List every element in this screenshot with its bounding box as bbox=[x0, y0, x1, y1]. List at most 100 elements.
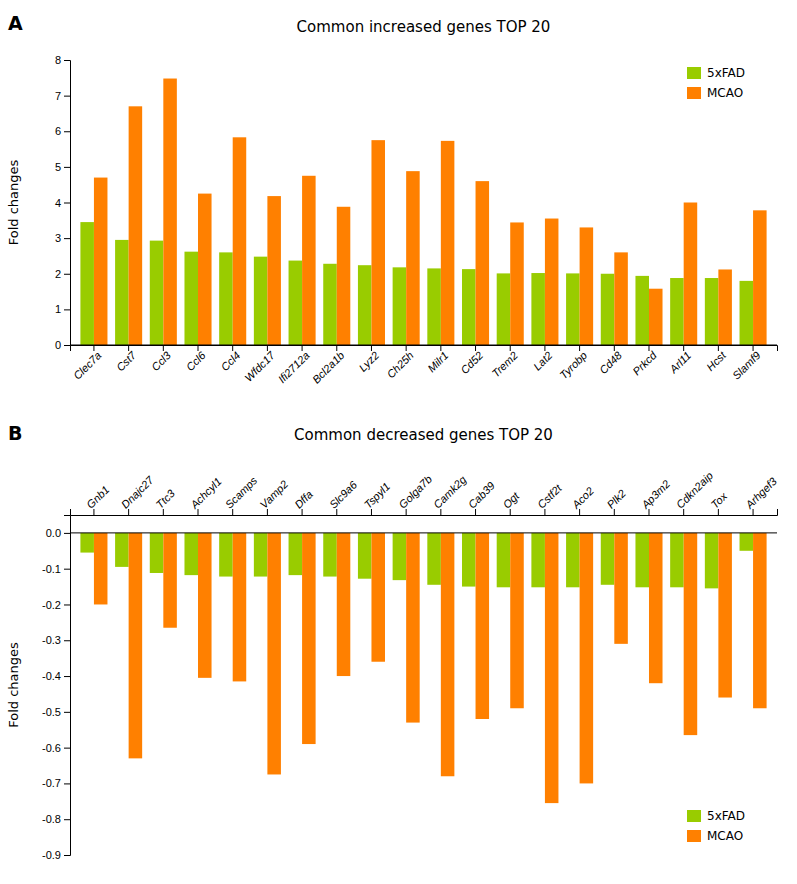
tick-line bbox=[128, 509, 129, 515]
tick-label: Tyrobp bbox=[557, 349, 589, 381]
y-axis-title: Fold changes bbox=[6, 159, 21, 245]
tick-label: Trem2 bbox=[490, 349, 520, 379]
tick-label: 6 bbox=[55, 125, 61, 137]
bar bbox=[302, 533, 316, 744]
y-tick: 5 bbox=[55, 161, 70, 173]
legend-swatch bbox=[687, 810, 701, 822]
bar bbox=[740, 533, 754, 551]
x-tick: Dffa bbox=[292, 488, 315, 515]
tick-line bbox=[64, 640, 70, 641]
legend-label: MCAO bbox=[707, 86, 743, 100]
tick-label: Cst7 bbox=[114, 348, 139, 373]
tick-label: -0.9 bbox=[42, 849, 61, 861]
legend-swatch bbox=[687, 830, 701, 842]
y-tick: -0.2 bbox=[42, 598, 70, 610]
tick-label: Gnb1 bbox=[84, 483, 112, 511]
tick-label: -0.4 bbox=[42, 670, 61, 682]
bar bbox=[649, 289, 663, 345]
tick-line bbox=[406, 509, 407, 515]
bar bbox=[358, 265, 372, 345]
x-tick: Scamps bbox=[223, 474, 260, 515]
x-tick: Slamf9 bbox=[730, 345, 763, 382]
bar bbox=[184, 533, 198, 575]
tick-line bbox=[198, 509, 199, 515]
x-tick: Vamp2 bbox=[257, 478, 290, 515]
bar bbox=[718, 533, 732, 698]
tick-label: Ch25h bbox=[384, 349, 415, 380]
x-tick: Ccl4 bbox=[218, 345, 242, 373]
tick-label: -0.1 bbox=[42, 563, 61, 575]
bar bbox=[441, 141, 455, 345]
bar bbox=[254, 257, 268, 345]
x-tick: Arl11 bbox=[667, 345, 694, 376]
tick-line bbox=[371, 509, 372, 515]
bar bbox=[566, 533, 580, 587]
bar bbox=[601, 274, 615, 345]
panel: -0.9-0.8-0.7-0.6-0.5-0.4-0.3-0.2-0.10.0G… bbox=[42, 469, 779, 861]
x-tick: Lat2 bbox=[531, 345, 555, 373]
bar bbox=[115, 240, 129, 345]
tick-label: -0.2 bbox=[42, 598, 61, 610]
axis-line bbox=[64, 516, 71, 856]
title: Common decreased genes TOP 20 bbox=[294, 426, 553, 444]
x-tick: Lyz2 bbox=[356, 345, 381, 374]
bar bbox=[635, 276, 649, 345]
bar bbox=[129, 533, 143, 758]
x-tick: Prkcd bbox=[630, 345, 659, 377]
series bbox=[94, 533, 767, 803]
y-tick: 0.0 bbox=[46, 527, 70, 539]
tick-line bbox=[336, 509, 337, 515]
bar bbox=[670, 533, 684, 587]
tick-label: -0.8 bbox=[42, 813, 61, 825]
bar bbox=[302, 176, 316, 345]
bar bbox=[670, 278, 684, 345]
x-tick: Arhgef3 bbox=[742, 474, 779, 515]
bar bbox=[427, 268, 441, 345]
tick-line bbox=[648, 509, 649, 515]
tick-line bbox=[753, 509, 754, 515]
y-tick: 3 bbox=[55, 232, 70, 244]
legend-label: 5xFAD bbox=[707, 66, 745, 80]
bar bbox=[233, 137, 247, 345]
x-tick: Ch25h bbox=[384, 345, 415, 380]
tick-line bbox=[544, 509, 545, 515]
legend-swatch bbox=[687, 67, 701, 79]
tick-label: Golga7b bbox=[396, 473, 434, 511]
tick-label: Ccl3 bbox=[149, 348, 174, 373]
legend-item: MCAO bbox=[687, 829, 743, 843]
bar bbox=[462, 533, 476, 587]
y-tick: 4 bbox=[55, 197, 70, 209]
bar bbox=[531, 533, 545, 587]
tick-label: Wfdc17 bbox=[242, 348, 277, 383]
tick-label: -0.5 bbox=[42, 706, 61, 718]
x-tick: Ccl6 bbox=[184, 345, 209, 373]
bar bbox=[580, 533, 594, 784]
tick-line bbox=[683, 509, 684, 515]
tick-label: Ccl6 bbox=[184, 348, 209, 373]
y-tick: 6 bbox=[55, 125, 70, 137]
tick-line bbox=[64, 203, 70, 204]
tick-label: 3 bbox=[55, 232, 61, 244]
tick-line bbox=[64, 167, 70, 168]
bar bbox=[614, 533, 628, 644]
tick-line bbox=[163, 509, 164, 515]
bar bbox=[406, 171, 420, 345]
bar bbox=[497, 533, 511, 587]
tick-label: Clec7a bbox=[71, 349, 104, 382]
bar bbox=[267, 533, 281, 775]
series bbox=[94, 79, 767, 345]
y-tick: 2 bbox=[55, 268, 70, 280]
tick-line bbox=[614, 509, 615, 515]
bar bbox=[163, 79, 177, 345]
bar bbox=[545, 533, 559, 803]
axis-line bbox=[64, 61, 71, 346]
tick-label: Plk2 bbox=[604, 487, 628, 511]
x-tick: Clec7a bbox=[71, 345, 104, 382]
tick-label: Ogt bbox=[500, 489, 522, 511]
x-tick: Tyrobp bbox=[557, 345, 589, 381]
tick-line bbox=[302, 509, 303, 515]
bar bbox=[684, 533, 698, 735]
tick-line bbox=[64, 748, 70, 749]
tick-label: Prkcd bbox=[630, 348, 659, 377]
tick-label: Lyz2 bbox=[356, 349, 381, 374]
